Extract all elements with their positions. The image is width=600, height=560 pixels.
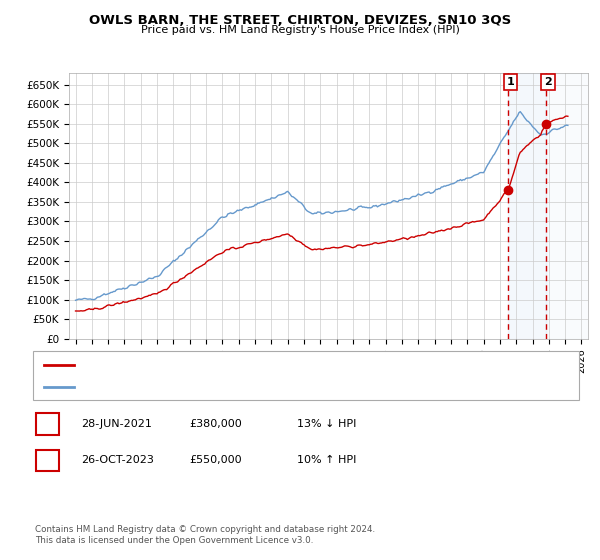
Bar: [508, 73, 545, 339]
Text: 1: 1: [44, 419, 51, 429]
Text: 1: 1: [506, 77, 514, 87]
Text: Price paid vs. HM Land Registry's House Price Index (HPI): Price paid vs. HM Land Registry's House …: [140, 25, 460, 35]
Text: 10% ↑ HPI: 10% ↑ HPI: [297, 455, 356, 465]
Text: 2: 2: [44, 455, 51, 465]
Text: OWLS BARN, THE STREET, CHIRTON, DEVIZES, SN10 3QS (detached house): OWLS BARN, THE STREET, CHIRTON, DEVIZES,…: [80, 360, 454, 370]
Text: £550,000: £550,000: [189, 455, 242, 465]
Text: 13% ↓ HPI: 13% ↓ HPI: [297, 419, 356, 429]
Text: £380,000: £380,000: [189, 419, 242, 429]
Text: 2: 2: [544, 77, 552, 87]
Text: 28-JUN-2021: 28-JUN-2021: [81, 419, 152, 429]
Text: OWLS BARN, THE STREET, CHIRTON, DEVIZES, SN10 3QS: OWLS BARN, THE STREET, CHIRTON, DEVIZES,…: [89, 14, 511, 27]
Text: 26-OCT-2023: 26-OCT-2023: [81, 455, 154, 465]
Text: HPI: Average price, detached house, Wiltshire: HPI: Average price, detached house, Wilt…: [80, 381, 308, 391]
Bar: [545, 73, 590, 339]
Text: Contains HM Land Registry data © Crown copyright and database right 2024.
This d: Contains HM Land Registry data © Crown c…: [35, 525, 375, 545]
